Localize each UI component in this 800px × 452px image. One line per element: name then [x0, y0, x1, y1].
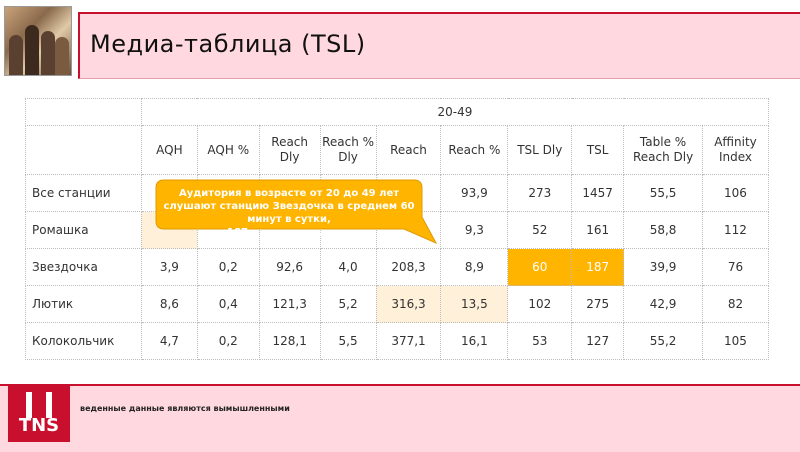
callout-text: Аудитория в возрасте от 20 до 49 лет слу…: [160, 187, 418, 239]
table-row: Колокольчик 4,7 0,2 128,1 5,5 377,1 16,1…: [25, 322, 770, 360]
table-cell: 53: [507, 322, 573, 360]
callout-line: 187 минут за неделю: [227, 227, 351, 238]
table-cell: 0,4: [196, 285, 260, 323]
tns-logo-mark-icon: [26, 392, 52, 418]
table-cell: 0,2: [196, 248, 260, 286]
column-header: Reach: [375, 125, 442, 175]
row-label: Звездочка: [25, 248, 142, 286]
column-header: Reach %: [440, 125, 509, 175]
table-corner-cell: [25, 98, 142, 126]
table-cell: 127: [571, 322, 625, 360]
table-cell: 8,6: [140, 285, 198, 323]
highlighted-cell-tsl: 187: [571, 248, 625, 286]
table-cell: 76: [701, 248, 770, 286]
table-cell: 55,5: [623, 174, 703, 212]
table-cell: 275: [571, 285, 625, 323]
column-header: Reach Dly: [258, 125, 321, 175]
table-cell: 4,7: [140, 322, 198, 360]
table-cell: 8,9: [440, 248, 509, 286]
header-empty-cell: [25, 125, 142, 175]
table-cell: 5,2: [319, 285, 377, 323]
column-header: AQH %: [196, 125, 260, 175]
table-cell: 161: [571, 211, 625, 249]
table-cell: 92,6: [258, 248, 321, 286]
table-cell: 3,9: [140, 248, 198, 286]
table-cell: 9,3: [440, 211, 509, 249]
slide-title: Медиа-таблица (TSL): [90, 30, 366, 58]
slide-header: Медиа-таблица (TSL): [0, 0, 800, 80]
column-header: TSL: [571, 125, 625, 175]
callout-shape: [155, 179, 437, 244]
column-header: Affinity Index: [701, 125, 770, 175]
row-label: Все станции: [25, 174, 142, 212]
row-label: Ромашка: [25, 211, 142, 249]
table-cell: 102: [507, 285, 573, 323]
callout-line: Аудитория в возрасте от 20 до 49 лет: [178, 188, 400, 199]
column-header: TSL Dly: [507, 125, 573, 175]
table-cell: 273: [507, 174, 573, 212]
table-cell: 106: [701, 174, 770, 212]
column-header: Table % Reach Dly: [623, 125, 703, 175]
table-cell: 16,1: [440, 322, 509, 360]
table-cell: 112: [701, 211, 770, 249]
table-cell: 42,9: [623, 285, 703, 323]
column-header: Reach % Dly: [319, 125, 377, 175]
callout-line: слушают станцию Звездочка в среднем 60: [163, 201, 415, 212]
band-photo-image: [4, 6, 72, 76]
media-table: 20-49 AQH AQH % Reach Dly Reach % Dly Re…: [25, 98, 770, 360]
highlighted-cell-tsl-dly: 60: [507, 248, 573, 286]
table-cell: 128,1: [258, 322, 321, 360]
table-group-header-row: 20-49: [25, 98, 770, 126]
table-cell: 5,5: [319, 322, 377, 360]
table-cell: 13,5: [440, 285, 509, 323]
tns-logo-text: TNS: [18, 415, 60, 436]
tns-logo: TNS: [8, 386, 70, 442]
footer-note: веденные данные являются вымышленными: [80, 404, 290, 413]
table-cell: 377,1: [375, 322, 442, 360]
row-label: Колокольчик: [25, 322, 142, 360]
table-header-row: AQH AQH % Reach Dly Reach % Dly Reach Re…: [25, 125, 770, 175]
media-table-container: 20-49 AQH AQH % Reach Dly Reach % Dly Re…: [25, 98, 771, 360]
callout-line: минут в сутки,: [247, 214, 331, 225]
row-label: Лютик: [25, 285, 142, 323]
table-cell: 58,8: [623, 211, 703, 249]
table-row: Звездочка 3,9 0,2 92,6 4,0 208,3 8,9 60 …: [25, 248, 770, 286]
table-row: Лютик 8,6 0,4 121,3 5,2 316,3 13,5 102 2…: [25, 285, 770, 323]
table-cell: 93,9: [440, 174, 509, 212]
table-cell: 52: [507, 211, 573, 249]
callout-bubble: Аудитория в возрасте от 20 до 49 лет слу…: [154, 179, 437, 245]
table-cell: 4,0: [319, 248, 377, 286]
table-cell: 39,9: [623, 248, 703, 286]
table-cell: 121,3: [258, 285, 321, 323]
table-cell: 316,3: [375, 285, 442, 323]
table-cell: 55,2: [623, 322, 703, 360]
footer-bar: [0, 384, 800, 452]
group-header-20-49: 20-49: [140, 98, 770, 126]
header-bar: [78, 12, 800, 79]
table-cell: 105: [701, 322, 770, 360]
table-cell: 0,2: [196, 322, 260, 360]
table-cell: 208,3: [375, 248, 442, 286]
column-header: AQH: [140, 125, 198, 175]
table-cell: 82: [701, 285, 770, 323]
table-cell: 1457: [571, 174, 625, 212]
